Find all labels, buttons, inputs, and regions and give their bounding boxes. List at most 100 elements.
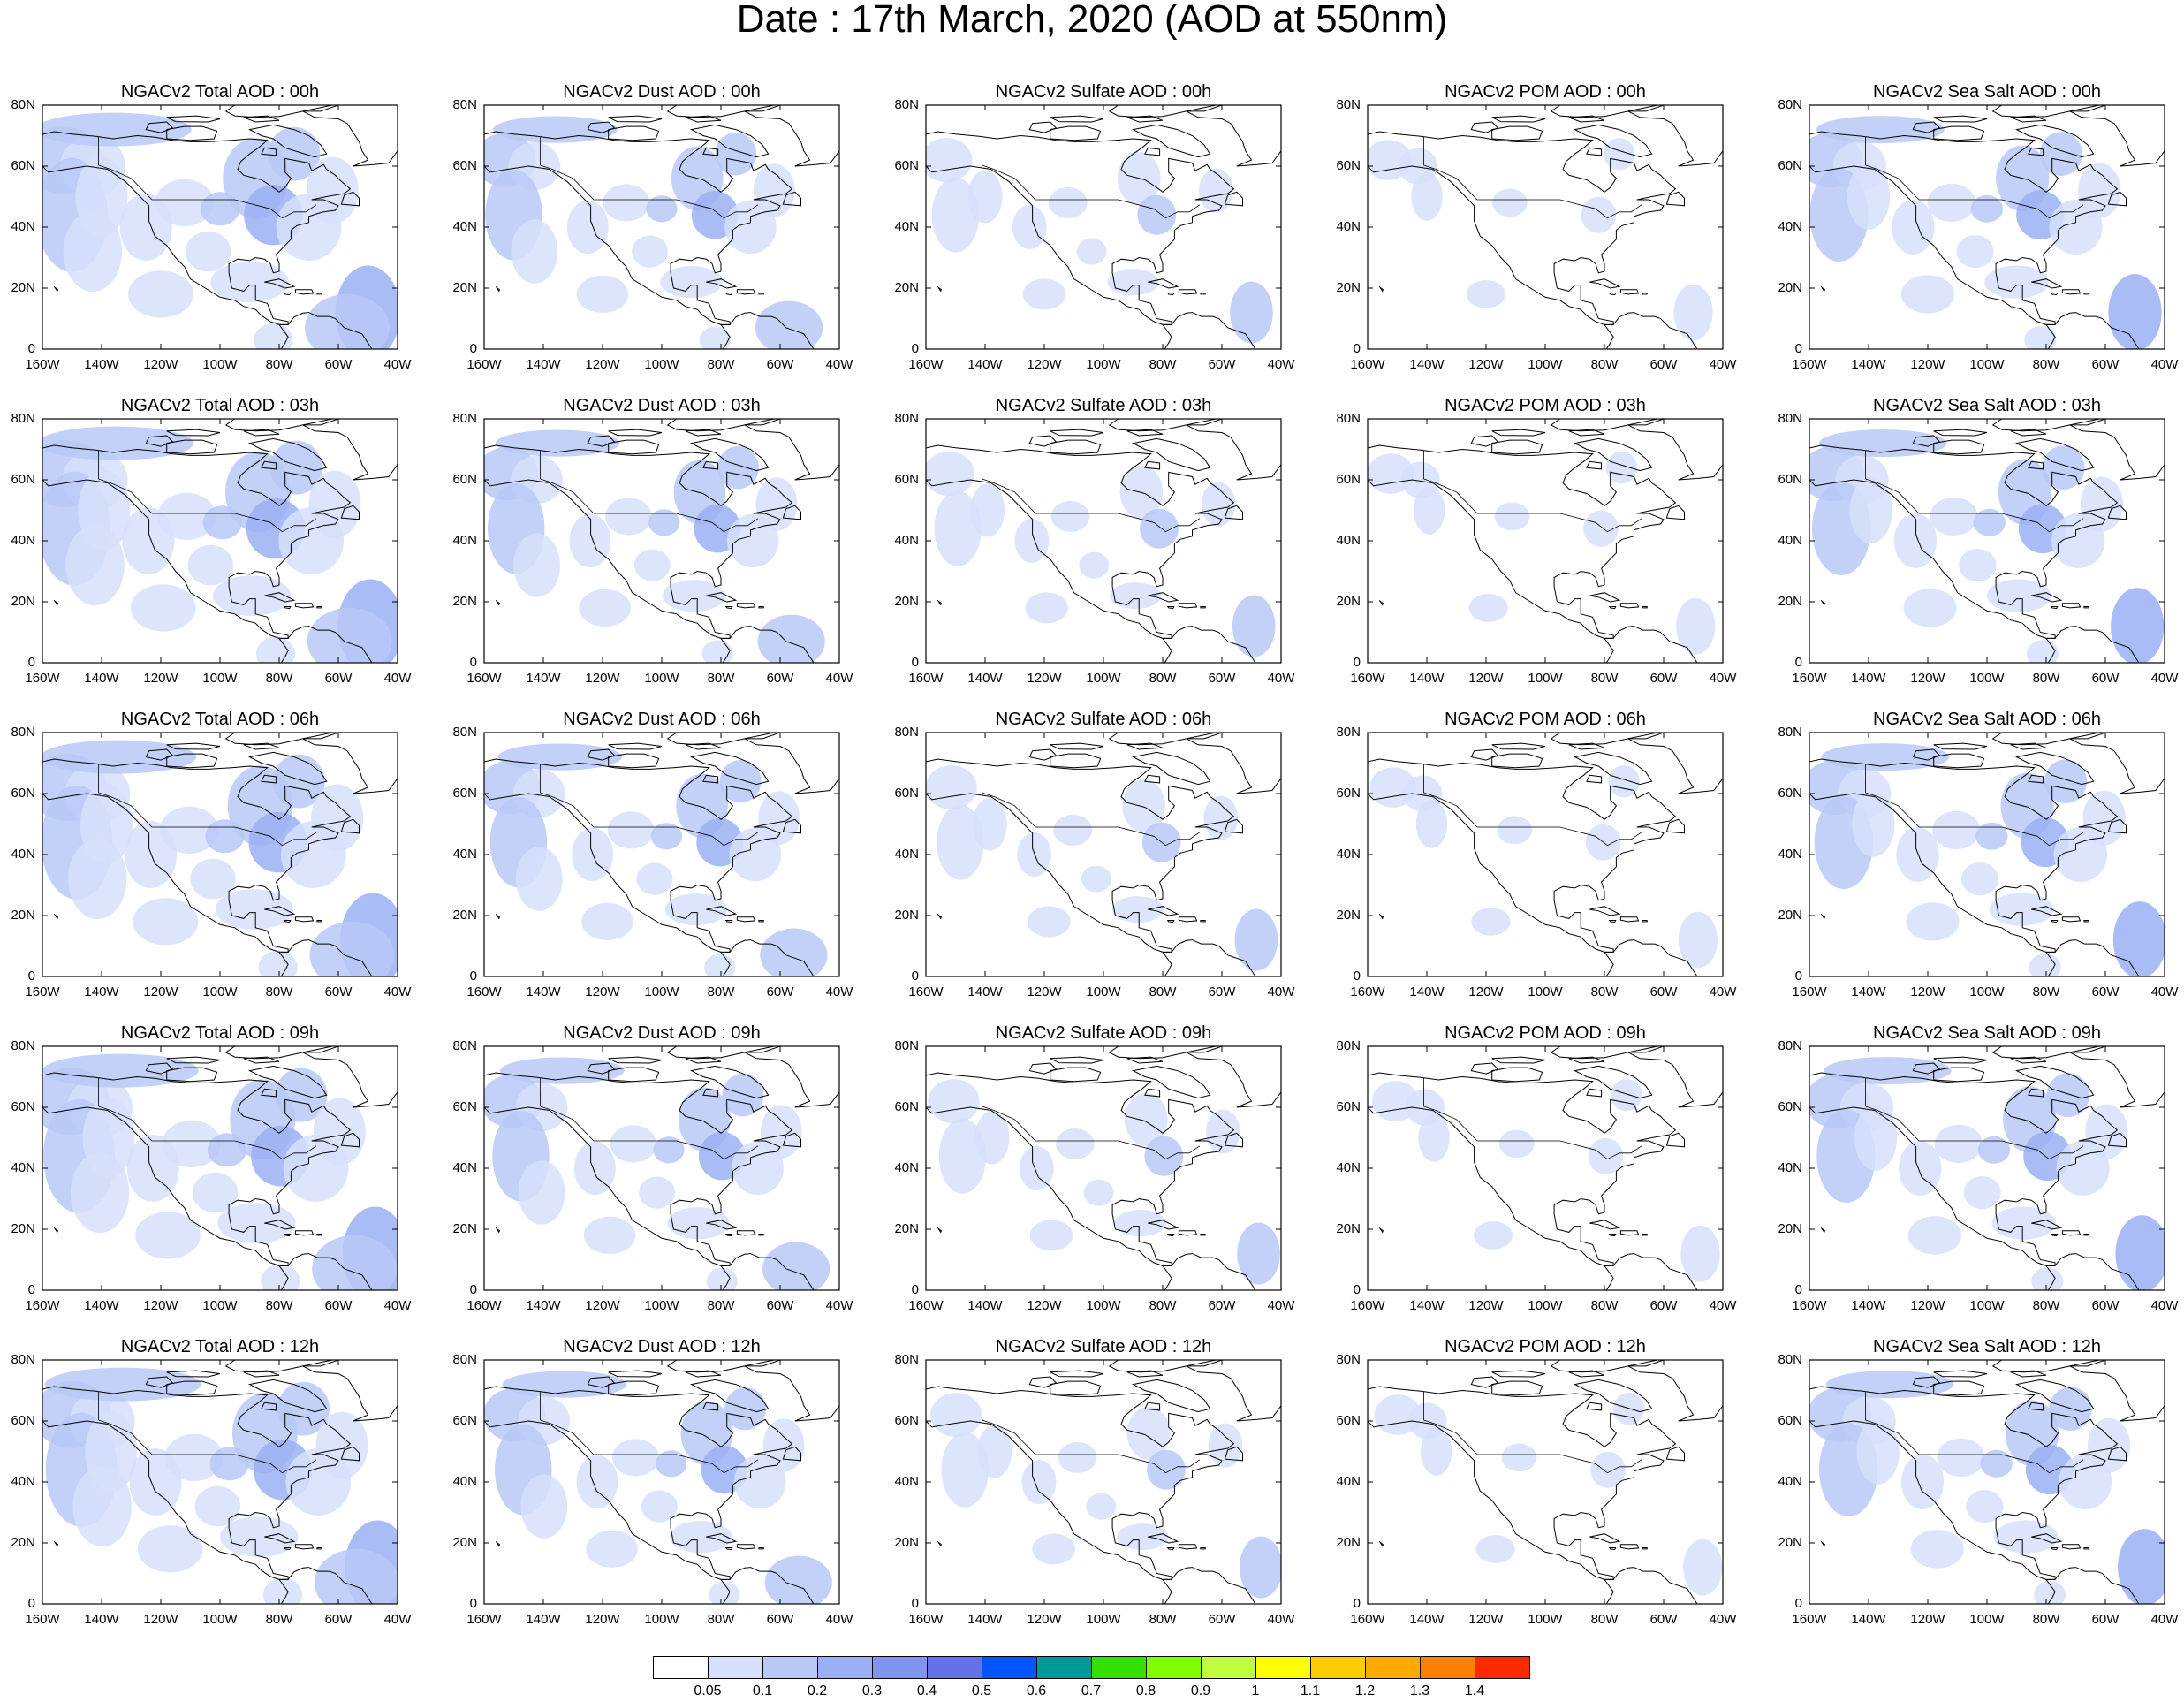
coastline-newfoundland <box>782 1132 801 1148</box>
aod-area <box>760 1105 802 1159</box>
aod-area <box>312 1235 397 1290</box>
coastline-southAmerica <box>2045 626 2140 663</box>
coastline-northAmerica <box>484 444 793 639</box>
us-canada-border <box>98 1391 317 1474</box>
aod-area <box>210 262 289 302</box>
coastline-jamaica <box>724 1234 733 1237</box>
aod-area <box>1122 779 1165 832</box>
coastline-cuba <box>2031 278 2063 289</box>
aod-field <box>484 1057 830 1290</box>
aod-map <box>483 1045 840 1291</box>
aod-field <box>1372 1079 1720 1282</box>
coastline-baffin <box>1573 751 1653 786</box>
coastline-parry <box>1933 429 1988 437</box>
lon-tick-label: 120W <box>585 984 620 999</box>
aod-field <box>926 452 1276 657</box>
coastline-northAmerica <box>1368 1072 1677 1266</box>
lon-tick-label: 80W <box>707 671 735 686</box>
aod-area <box>157 492 216 540</box>
lat-tick-label: 40N <box>11 1474 35 1489</box>
coastline-northAmerica <box>1809 1072 2119 1266</box>
coastline-cuba <box>1589 1220 1621 1230</box>
lat-tick-label: 40N <box>894 847 919 862</box>
lat-tick-label: 60N <box>1336 1099 1361 1114</box>
lon-tick-label: 60W <box>1208 984 1236 999</box>
lon-tick-label: 40W <box>2150 357 2179 372</box>
coastline-banks <box>145 1062 174 1075</box>
lon-tick-label: 80W <box>707 1298 735 1313</box>
aod-area <box>306 156 359 224</box>
coastline-baffin <box>2014 1379 2095 1413</box>
lon-tick-label: 140W <box>967 1298 1003 1313</box>
coastline-parry <box>608 1370 663 1378</box>
aod-area <box>715 133 757 176</box>
aod-area <box>576 1455 618 1509</box>
panel-title: NGACv2 Sea Salt AOD : 00h <box>1873 82 2101 102</box>
aod-area <box>520 1474 568 1539</box>
aod-area <box>313 1098 366 1166</box>
aod-map <box>483 418 840 664</box>
lon-tick-label: 100W <box>644 357 679 372</box>
aod-area <box>72 1466 132 1547</box>
lon-tick-label: 160W <box>1350 1612 1385 1627</box>
coastline-northAmerica <box>1809 131 2119 325</box>
coastline-greenland <box>1186 733 1281 794</box>
coastline-southAmerica <box>1162 939 1256 976</box>
aod-area <box>137 1525 203 1573</box>
panel-title: NGACv2 Sea Salt AOD : 12h <box>1873 1337 2101 1356</box>
lat-tick-label: 20N <box>11 908 35 923</box>
coastline-puertoRico <box>316 606 322 609</box>
aod-area <box>2118 1529 2165 1604</box>
aod-area <box>1959 549 1997 582</box>
aod-map <box>1809 732 2165 977</box>
colorbar-label: 0.2 <box>807 1683 828 1698</box>
lon-tick-label: 140W <box>84 984 119 999</box>
coastline-devon <box>243 429 280 437</box>
lat-tick-label: 20N <box>452 1221 477 1236</box>
coastline-northAmerica <box>484 1386 793 1580</box>
coastline-baffin <box>1131 437 1211 472</box>
lon-tick-label: 160W <box>466 1298 502 1313</box>
lat-tick-label: 60N <box>894 1099 919 1114</box>
lon-tick-label: 100W <box>1528 671 1563 686</box>
lon-tick-label: 160W <box>1350 984 1385 999</box>
aod-area <box>605 498 652 536</box>
coastline-devon <box>2010 742 2047 750</box>
lat-tick-label: 0 <box>1353 1282 1361 1297</box>
coastline-newfoundland <box>2107 505 2127 520</box>
coastline-newfoundland <box>1224 191 1243 207</box>
coastline-southampton <box>702 774 719 784</box>
lat-tick-label: 20N <box>452 908 477 923</box>
panel-title: NGACv2 Dust AOD : 00h <box>563 82 761 102</box>
lon-tick-label: 160W <box>1792 671 1827 686</box>
aod-area <box>1028 906 1071 938</box>
aod-map <box>925 1359 1282 1605</box>
us-canada-border <box>982 764 1201 847</box>
coastlines <box>1809 1046 2165 1290</box>
lat-tick-label: 20N <box>1778 280 1802 295</box>
aod-area <box>1411 172 1443 221</box>
coastline-southAmerica <box>1604 939 1698 976</box>
lon-tick-label: 40W <box>1267 1298 1295 1313</box>
coastline-northAmerica <box>484 758 793 953</box>
aod-area <box>732 1141 784 1196</box>
coastline-baffin <box>1573 1065 1653 1099</box>
lat-tick-label: 60N <box>11 1413 35 1428</box>
aod-field <box>1809 1057 2165 1290</box>
lon-tick-label: 40W <box>1709 984 1737 999</box>
aod-area <box>650 823 682 850</box>
aod-area <box>2111 588 2165 663</box>
map-panel-sulfate-3: NGACv2 Sulfate AOD : 09h 80N 60N 40N 20N 0 160… <box>894 1023 1294 1313</box>
lat-tick-label: 0 <box>27 969 35 984</box>
lon-tick-label: 160W <box>25 1612 60 1627</box>
aod-area <box>973 797 1007 851</box>
coastline-baffin <box>689 1065 770 1099</box>
lon-tick-label: 140W <box>1409 671 1445 686</box>
aod-area <box>311 784 364 852</box>
lat-tick-label: 20N <box>452 280 477 295</box>
coastline-banks <box>1028 1376 1058 1388</box>
coastlines <box>484 733 839 976</box>
lat-tick-label: 20N <box>894 1221 919 1236</box>
lat-tick-label: 80N <box>1336 411 1361 426</box>
lon-tick-label: 160W <box>908 1612 944 1627</box>
